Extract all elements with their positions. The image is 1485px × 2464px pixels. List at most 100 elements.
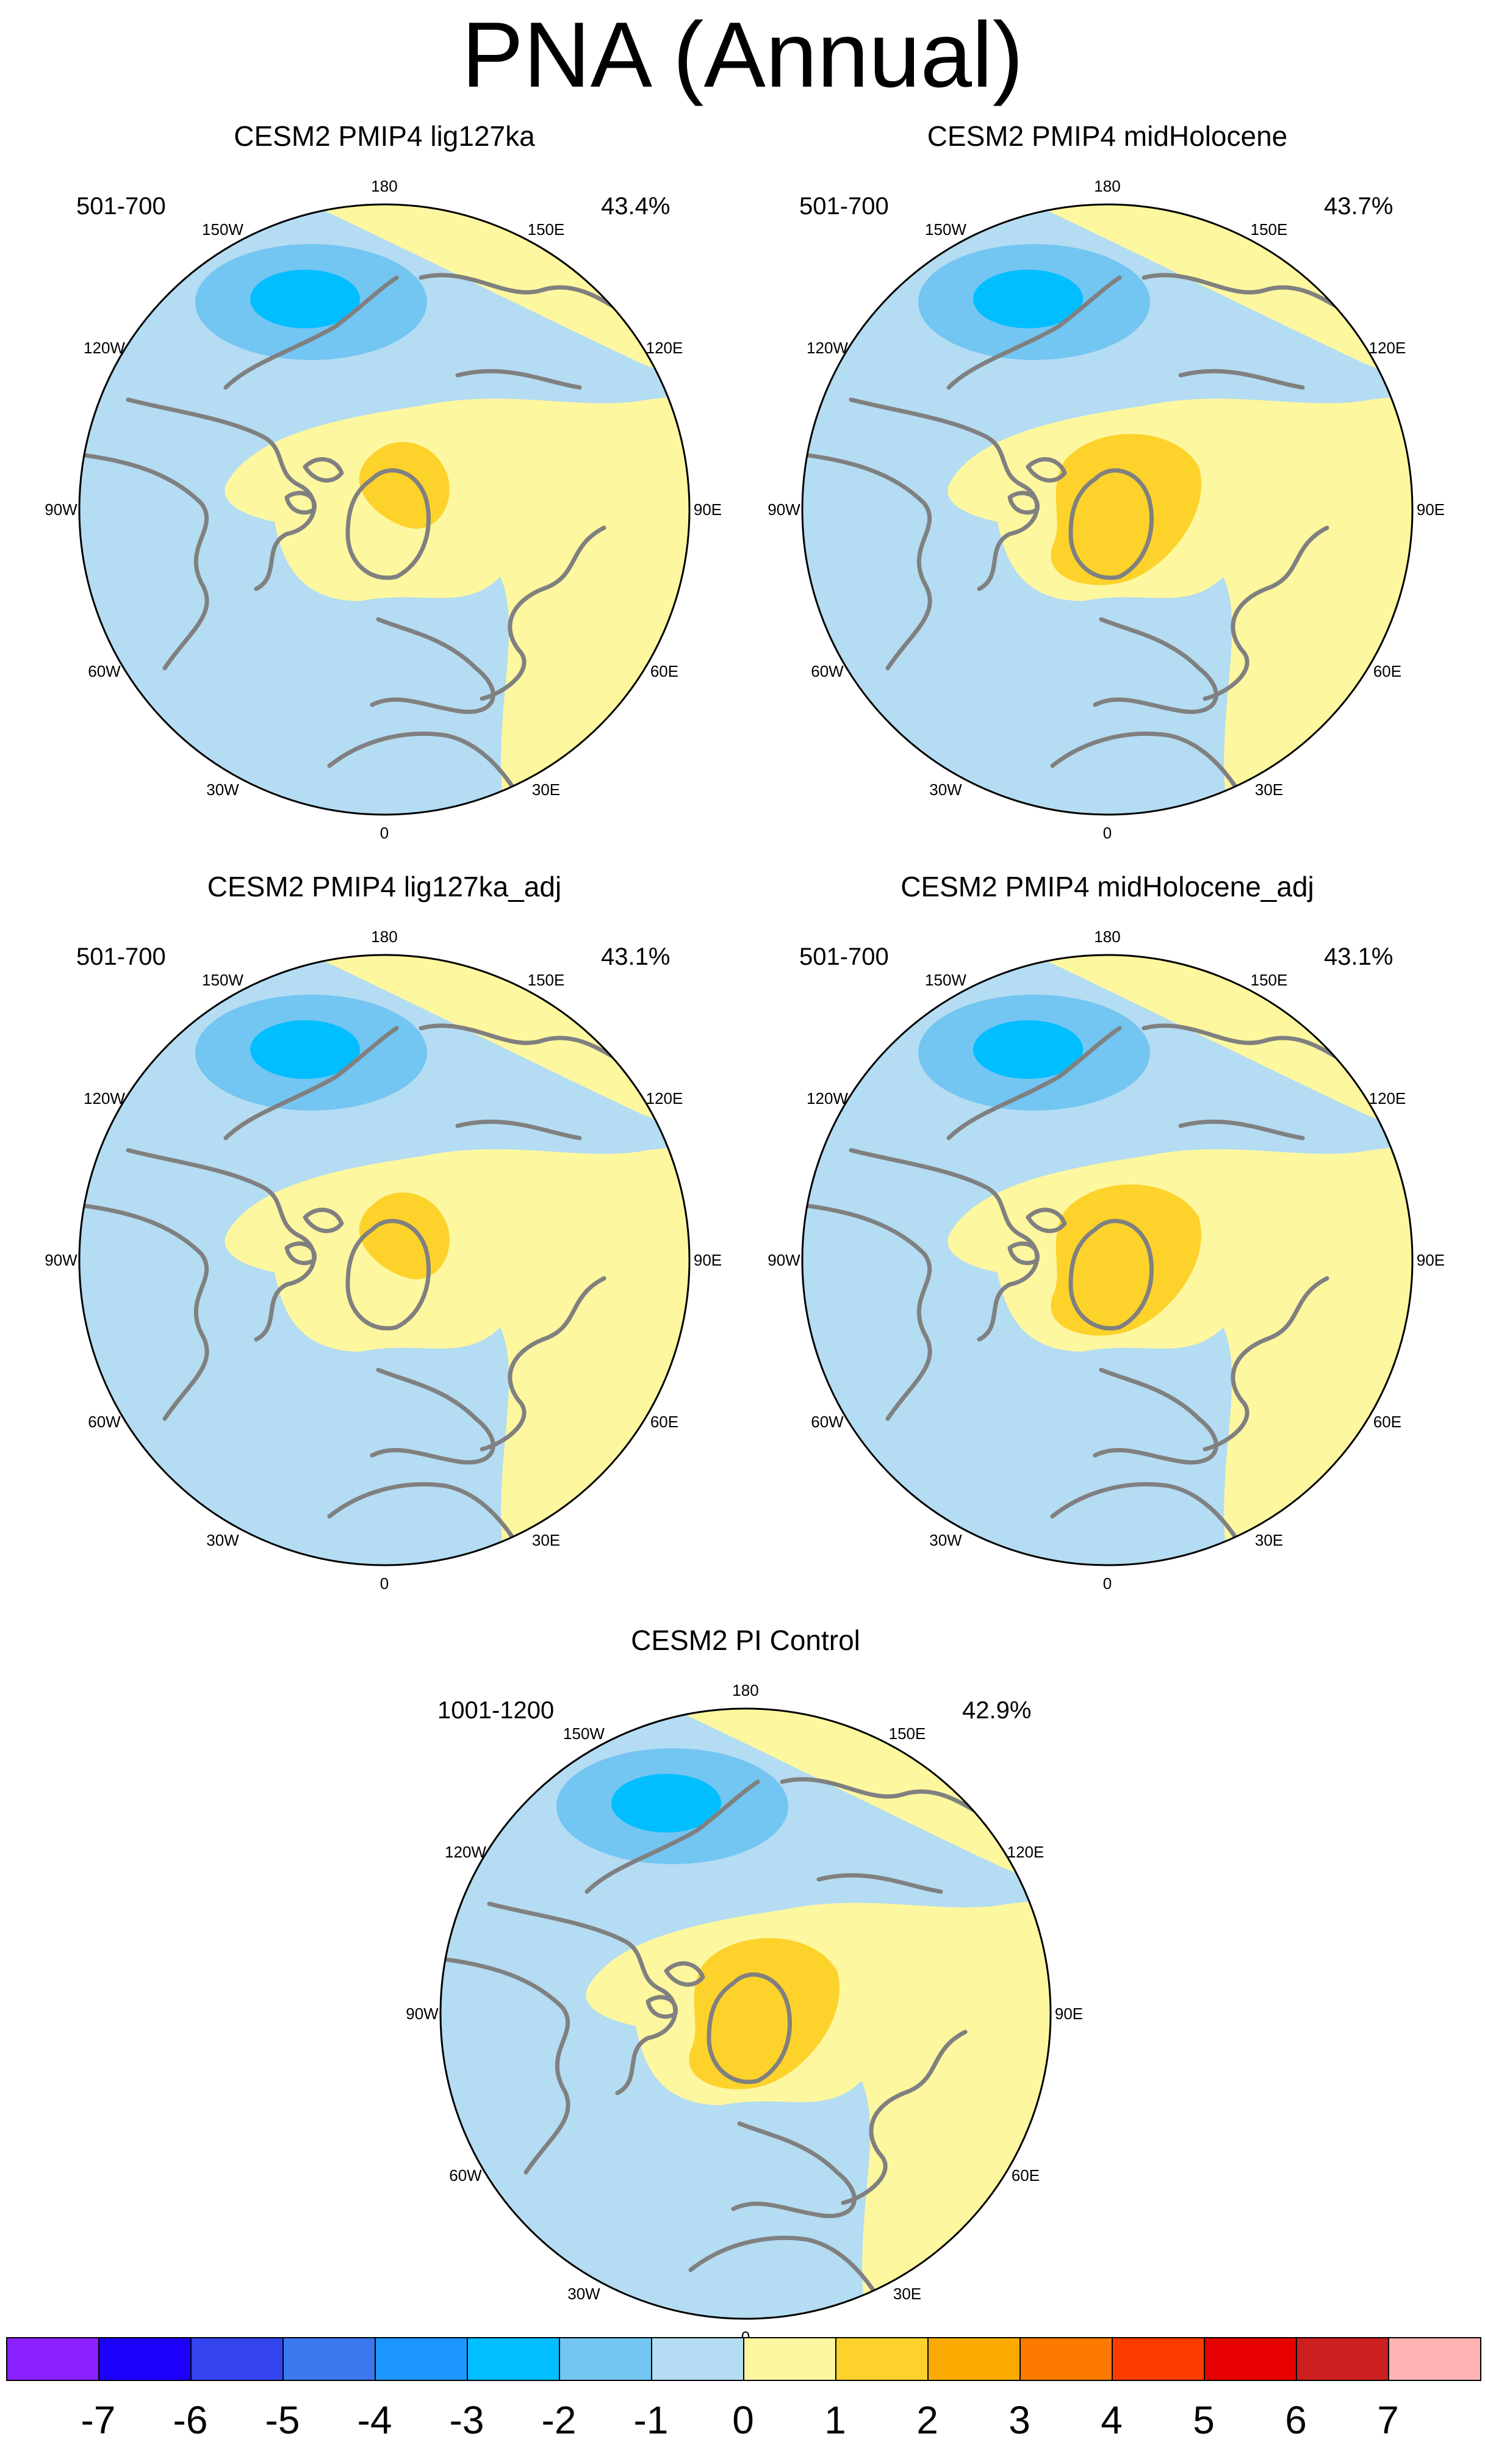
longitude-label: 150W xyxy=(202,220,243,239)
positive-region xyxy=(225,1144,689,1565)
longitude-label: 180 xyxy=(732,1681,759,1699)
longitude-label: 60E xyxy=(650,662,679,680)
coastline xyxy=(1178,369,1305,390)
coastline xyxy=(645,1995,678,2019)
colorbar-tick-label: 6 xyxy=(1285,2398,1307,2442)
longitude-label: 150W xyxy=(563,1724,605,1743)
coastline xyxy=(1068,1219,1154,1331)
longitude-label: 90W xyxy=(406,2005,439,2023)
longitude-label: 30W xyxy=(206,1530,239,1549)
colorbar-tick-label: -3 xyxy=(449,2398,484,2442)
colorbar-tick-label: -1 xyxy=(633,2398,669,2442)
longitude-label: 60E xyxy=(650,1413,679,1431)
longitude-label: 120E xyxy=(645,339,683,357)
longitude-label: 150W xyxy=(925,220,966,239)
years-label: 501-700 xyxy=(76,943,166,970)
colorbar-tick-label: -5 xyxy=(265,2398,300,2442)
longitude-label: 30E xyxy=(1254,780,1284,799)
longitude-label: 30W xyxy=(567,2284,600,2303)
map-panel: CESM2 PMIP4 lig127ka_adj 501-700 43.1% 180 1… xyxy=(45,870,722,1644)
coastline xyxy=(584,1779,760,1894)
colorbar-box xyxy=(6,2337,99,2381)
colorbar-tick-label: 1 xyxy=(824,2398,846,2442)
longitude-label: 120E xyxy=(645,1089,683,1108)
colorbar-box xyxy=(282,2337,376,2381)
longitude-label: 120E xyxy=(1368,1089,1406,1108)
longitude-label: 150W xyxy=(925,971,966,989)
colorbar-tick-label: -7 xyxy=(81,2398,116,2442)
coastline xyxy=(480,1276,606,1452)
longitude-label: 0 xyxy=(379,1574,389,1593)
longitude-label: 150E xyxy=(527,971,565,989)
coastline xyxy=(223,275,399,390)
map-panel: CESM2 PMIP4 lig127ka 501-700 43.4% 180 150E 1… xyxy=(45,119,722,894)
longitude-label: 150E xyxy=(1250,971,1288,989)
coastline xyxy=(841,2030,968,2205)
longitude-label: 90E xyxy=(1054,2005,1084,2023)
coastline xyxy=(1050,1482,1244,1549)
years-label: 501-700 xyxy=(799,943,889,970)
explained-variance-label: 43.1% xyxy=(1324,943,1393,970)
coastline xyxy=(1007,1241,1040,1266)
panel-title: CESM2 PI Control xyxy=(631,1624,860,1656)
map-panel: CESM2 PMIP4 midHolocene 501-700 43.7% 180 15… xyxy=(768,119,1445,894)
map-panel: CESM2 PMIP4 midHolocene_adj 501-700 43.1% 1… xyxy=(768,870,1445,1644)
coastline xyxy=(223,1026,399,1140)
colorbar-tick-label: 7 xyxy=(1377,2398,1399,2442)
coastline xyxy=(284,1241,317,1266)
positive-core xyxy=(689,1938,840,2089)
coastline xyxy=(688,2236,882,2303)
colorbar-tick-label: 4 xyxy=(1101,2398,1123,2442)
coastline xyxy=(1093,1367,1218,1464)
polar-map xyxy=(78,954,691,1566)
coastline xyxy=(1026,1208,1067,1233)
coastline xyxy=(802,452,932,671)
longitude-label: 30E xyxy=(531,780,561,799)
longitude-label: 150E xyxy=(527,220,565,239)
longitude-label: 150E xyxy=(1250,220,1288,239)
negative-low-core xyxy=(250,1020,360,1079)
longitude-label: 120W xyxy=(84,339,125,357)
years-label: 501-700 xyxy=(799,193,889,220)
longitude-label: 120W xyxy=(445,1843,486,1861)
coastline xyxy=(79,452,209,671)
longitude-label: 150E xyxy=(888,1724,926,1743)
longitude-label: 60W xyxy=(88,662,121,680)
longitude-label: 120E xyxy=(1368,339,1406,357)
polar-map xyxy=(439,1707,1052,2320)
explained-variance-label: 43.7% xyxy=(1324,193,1393,220)
longitude-label: 60W xyxy=(88,1413,121,1431)
colorbar-box xyxy=(743,2337,836,2381)
coastline xyxy=(345,468,431,580)
explained-variance-label: 43.4% xyxy=(601,193,671,220)
colorbar-box xyxy=(1204,2337,1297,2381)
longitude-label: 0 xyxy=(1102,1574,1112,1593)
longitude-label: 60W xyxy=(811,662,844,680)
longitude-label: 180 xyxy=(371,928,398,946)
coastline xyxy=(303,1208,344,1233)
longitude-label: 120E xyxy=(1007,1843,1045,1861)
coastline xyxy=(802,1203,932,1421)
coastline xyxy=(731,2121,857,2218)
coastline xyxy=(79,1203,209,1421)
colorbar-box xyxy=(1388,2337,1481,2381)
colorbar-tick-label: 5 xyxy=(1193,2398,1215,2442)
coastline xyxy=(284,491,317,515)
longitude-label: 120W xyxy=(84,1089,125,1108)
panel-title: CESM2 PMIP4 lig127ka xyxy=(234,120,535,152)
longitude-label: 0 xyxy=(1102,824,1112,842)
map-border xyxy=(78,954,691,1566)
coastline xyxy=(303,457,344,483)
longitude-label: 180 xyxy=(1094,177,1121,195)
coastline xyxy=(1068,468,1154,580)
coastline xyxy=(816,1873,943,1894)
explained-variance-label: 43.1% xyxy=(601,943,671,970)
longitude-label: 60W xyxy=(449,2166,482,2185)
coastline xyxy=(664,1961,705,1987)
colorbar-box xyxy=(98,2337,192,2381)
longitude-label: 90W xyxy=(45,500,77,519)
longitude-label: 60E xyxy=(1373,1413,1402,1431)
map-border xyxy=(801,203,1414,816)
coastline xyxy=(1203,525,1329,701)
coastline xyxy=(946,275,1122,390)
